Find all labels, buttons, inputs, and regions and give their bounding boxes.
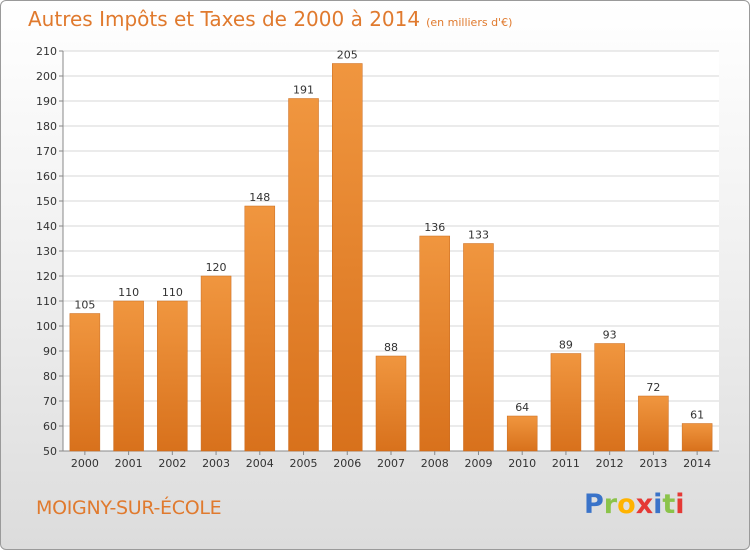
data-label-2009: 133 xyxy=(468,229,489,242)
x-tick-label-2007: 2007 xyxy=(377,457,405,470)
logo-letter: i xyxy=(675,489,685,520)
data-label-2011: 89 xyxy=(559,339,573,352)
y-tick-label: 180 xyxy=(36,120,57,133)
data-label-2014: 61 xyxy=(690,409,704,422)
chart-subtitle: (en milliers d'€) xyxy=(426,16,513,29)
data-label-2005: 191 xyxy=(293,84,314,97)
data-label-2010: 64 xyxy=(515,401,529,414)
y-tick-label: 60 xyxy=(43,420,57,433)
y-tick-label: 80 xyxy=(43,370,57,383)
y-tick-label: 70 xyxy=(43,395,57,408)
bar-2012 xyxy=(594,343,625,452)
y-tick-label: 140 xyxy=(36,220,57,233)
x-tick-label-2002: 2002 xyxy=(158,457,186,470)
y-tick-label: 90 xyxy=(43,345,57,358)
x-tick-label-2013: 2013 xyxy=(639,457,667,470)
bar-2009 xyxy=(463,243,494,452)
y-tick-label: 50 xyxy=(43,445,57,458)
logo-letter: t xyxy=(662,489,676,520)
data-label-2001: 110 xyxy=(118,286,139,299)
bar-2003 xyxy=(200,275,232,452)
x-tick-label-2010: 2010 xyxy=(508,457,536,470)
y-tick-label: 160 xyxy=(36,170,57,183)
y-tick-label: 110 xyxy=(36,295,57,308)
x-tick-label-2004: 2004 xyxy=(246,457,274,470)
bar-2000 xyxy=(69,313,101,452)
data-label-2002: 110 xyxy=(162,286,183,299)
chart-title: Autres Impôts et Taxes de 2000 à 2014 (en… xyxy=(28,7,512,31)
y-tick-label: 100 xyxy=(36,320,57,333)
bar-2008 xyxy=(419,235,450,452)
data-label-2013: 72 xyxy=(646,381,660,394)
bar-2005 xyxy=(288,98,319,452)
logo-letter: r xyxy=(603,489,618,520)
x-tick-label-2012: 2012 xyxy=(596,457,624,470)
x-tick-label-2014: 2014 xyxy=(683,457,711,470)
x-tick-label-2005: 2005 xyxy=(290,457,318,470)
proxiti-logo: Proxiti xyxy=(584,489,685,520)
y-tick-label: 150 xyxy=(36,195,57,208)
x-tick-label-2001: 2001 xyxy=(115,457,143,470)
data-label-2006: 205 xyxy=(337,49,358,62)
data-label-2012: 93 xyxy=(603,329,617,342)
data-label-2003: 120 xyxy=(206,261,227,274)
logo-letter: o xyxy=(617,489,636,520)
x-tick-label-2011: 2011 xyxy=(552,457,580,470)
data-label-2007: 88 xyxy=(384,341,398,354)
bar-2006 xyxy=(332,63,363,452)
y-tick-label: 170 xyxy=(36,145,57,158)
x-tick-label-2006: 2006 xyxy=(333,457,361,470)
logo-letter: x xyxy=(635,489,654,520)
bar-2001 xyxy=(113,300,144,452)
bar-2002 xyxy=(157,300,188,452)
y-tick-label: 120 xyxy=(36,270,57,283)
x-tick-label-2000: 2000 xyxy=(71,457,99,470)
bar-2013 xyxy=(638,395,669,452)
bar-2014 xyxy=(681,423,713,452)
bar-2004 xyxy=(244,205,276,452)
bar-2007 xyxy=(375,355,407,452)
x-tick-label-2003: 2003 xyxy=(202,457,230,470)
x-tick-label-2008: 2008 xyxy=(421,457,449,470)
commune-name: MOIGNY-SUR-ÉCOLE xyxy=(36,497,222,519)
title-text: Autres Impôts et Taxes de 2000 à 2014 xyxy=(28,7,421,31)
logo-letter: i xyxy=(653,489,663,520)
y-tick-label: 190 xyxy=(36,95,57,108)
data-label-2000: 105 xyxy=(74,299,95,312)
bar-2010 xyxy=(506,415,538,452)
logo-letter: P xyxy=(584,489,604,520)
x-tick-label-2009: 2009 xyxy=(464,457,492,470)
y-tick-label: 210 xyxy=(36,45,57,58)
y-tick-label: 200 xyxy=(36,70,57,83)
bar-2011 xyxy=(550,353,582,452)
data-label-2004: 148 xyxy=(249,191,270,204)
data-label-2008: 136 xyxy=(424,221,445,234)
y-tick-label: 130 xyxy=(36,245,57,258)
